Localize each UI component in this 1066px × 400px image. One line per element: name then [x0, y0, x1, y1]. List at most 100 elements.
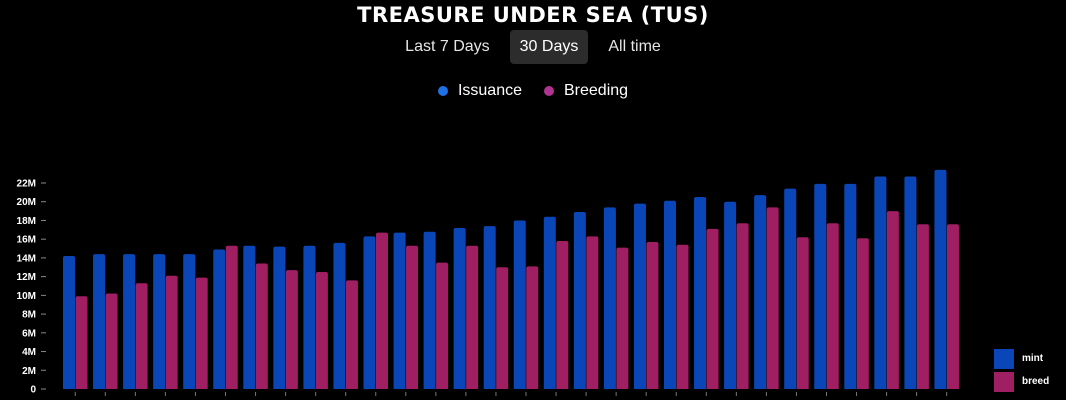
legend-item-breeding[interactable]: Breeding	[544, 82, 628, 100]
bar-breed[interactable]	[526, 266, 539, 389]
bar-mint[interactable]	[694, 197, 707, 389]
y-tick-label: 6M	[22, 328, 36, 339]
tab-30-days[interactable]: 30 Days	[509, 30, 589, 64]
bar-breed[interactable]	[766, 207, 779, 389]
bar-breed[interactable]	[75, 296, 88, 389]
y-tick: 6M	[22, 328, 46, 339]
y-tick: 10M	[17, 291, 46, 302]
bar-breed[interactable]	[856, 238, 869, 389]
side-legend-mint: mint	[994, 348, 1049, 369]
bar-mint[interactable]	[543, 216, 556, 389]
bar-breed[interactable]	[826, 223, 839, 389]
bar-breed[interactable]	[496, 267, 509, 389]
bar-mint[interactable]	[664, 200, 676, 389]
y-tick: 18M	[17, 216, 46, 227]
bar-mint[interactable]	[123, 254, 136, 389]
y-tick-label: 20M	[17, 197, 36, 208]
y-tick-label: 4M	[22, 347, 36, 358]
y-tick-label: 0	[30, 385, 36, 396]
bar-mint[interactable]	[453, 227, 466, 389]
bar-mint[interactable]	[934, 169, 947, 389]
bar-breed[interactable]	[676, 244, 689, 389]
bar-breed[interactable]	[165, 275, 178, 389]
y-tick-label: 16M	[17, 235, 36, 246]
y-tick: 2M	[22, 366, 46, 377]
legend-label-breeding: Breeding	[564, 82, 629, 99]
bar-mint[interactable]	[213, 249, 226, 389]
bar-breed[interactable]	[706, 228, 719, 389]
y-tick: 16M	[17, 235, 46, 246]
bar-mint[interactable]	[393, 232, 406, 389]
bar-breed[interactable]	[135, 283, 148, 389]
bar-mint[interactable]	[273, 246, 286, 389]
y-tick: 0	[30, 385, 46, 396]
bar-breed[interactable]	[225, 245, 238, 389]
tab-all-time[interactable]: All time	[608, 38, 661, 55]
bar-mint[interactable]	[754, 195, 767, 389]
y-tick-label: 18M	[17, 216, 36, 227]
side-legend-label-breed: breed	[1022, 376, 1050, 387]
y-tick: 14M	[17, 253, 46, 264]
bar-mint[interactable]	[844, 183, 857, 389]
y-tick-label: 14M	[17, 253, 36, 264]
bar-breed[interactable]	[916, 224, 929, 389]
y-tick-label: 2M	[22, 366, 36, 377]
y-tick: 8M	[22, 310, 46, 321]
bar-breed[interactable]	[285, 270, 298, 389]
bar-mint[interactable]	[784, 188, 797, 389]
y-tick-label: 22M	[17, 179, 36, 190]
bar-mint[interactable]	[423, 231, 436, 389]
bar-breed[interactable]	[616, 247, 629, 389]
y-tick-label: 12M	[17, 272, 36, 283]
y-tick: 12M	[17, 272, 46, 283]
bar-breed[interactable]	[105, 293, 118, 389]
y-tick: 4M	[22, 347, 46, 358]
bar-breed[interactable]	[255, 263, 268, 389]
y-tick: 22M	[17, 179, 46, 190]
bar-breed[interactable]	[436, 262, 449, 389]
bar-breed[interactable]	[376, 232, 388, 389]
bar-mint[interactable]	[874, 176, 887, 389]
legend-item-issuance[interactable]: Issuance	[437, 82, 522, 100]
bar-breed[interactable]	[796, 237, 809, 389]
bar-mint[interactable]	[63, 256, 75, 389]
breed-swatch	[994, 371, 1014, 392]
bar-mint[interactable]	[814, 183, 827, 389]
breeding-dot-icon	[544, 86, 554, 96]
side-legend-label-mint: mint	[1022, 353, 1044, 364]
bar-mint[interactable]	[483, 226, 496, 389]
bar-breed[interactable]	[586, 236, 599, 389]
bar-mint[interactable]	[633, 203, 646, 389]
side-legend: mint breed	[994, 348, 1049, 394]
bar-breed[interactable]	[345, 280, 358, 389]
y-tick: 20M	[17, 197, 46, 208]
tab-last-7-days[interactable]: Last 7 Days	[405, 38, 490, 55]
bar-breed[interactable]	[406, 245, 419, 389]
bar-breed[interactable]	[195, 277, 208, 389]
bar-mint[interactable]	[603, 207, 616, 389]
bar-breed[interactable]	[315, 271, 328, 389]
bar-breed[interactable]	[646, 241, 659, 389]
bar-mint[interactable]	[363, 236, 376, 389]
bar-mint[interactable]	[303, 245, 316, 389]
bar-breed[interactable]	[466, 245, 479, 389]
bar-breed[interactable]	[736, 223, 749, 389]
bar-mint[interactable]	[93, 254, 106, 389]
legend-label-issuance: Issuance	[457, 82, 522, 99]
bar-breed[interactable]	[946, 224, 959, 389]
bar-mint[interactable]	[183, 254, 196, 389]
bar-mint[interactable]	[243, 245, 256, 389]
bar-mint[interactable]	[153, 254, 166, 389]
bar-mint[interactable]	[513, 220, 526, 389]
mint-swatch	[994, 348, 1014, 369]
bar-mint[interactable]	[904, 176, 917, 389]
bar-breed[interactable]	[886, 211, 899, 389]
top-legend: Issuance Breeding	[0, 82, 1066, 100]
side-legend-breed: breed	[994, 371, 1049, 392]
y-tick-label: 8M	[22, 310, 36, 321]
bar-mint[interactable]	[724, 201, 737, 389]
bar-breed[interactable]	[556, 241, 569, 389]
bar-mint[interactable]	[573, 212, 586, 389]
bar-mint[interactable]	[333, 242, 346, 389]
